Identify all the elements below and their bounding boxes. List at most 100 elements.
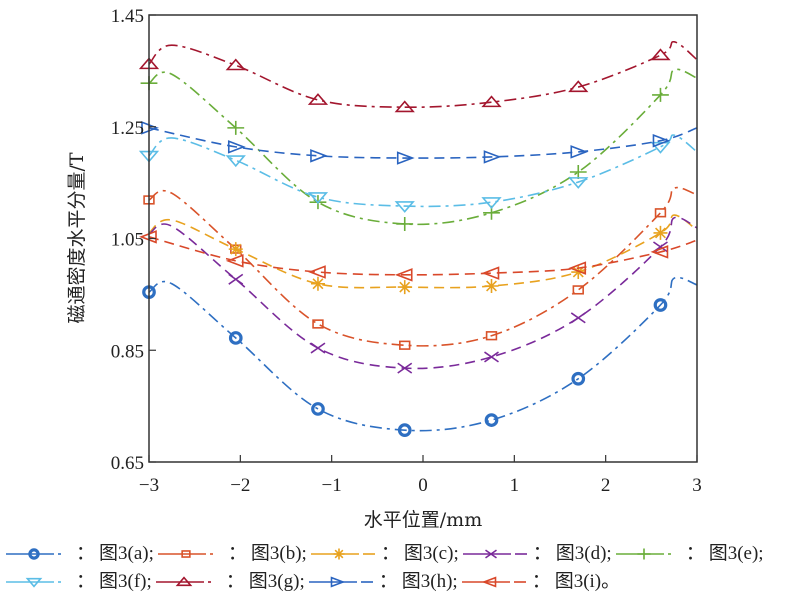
data-point-marker xyxy=(654,208,667,218)
data-point-marker xyxy=(653,225,668,240)
data-point-marker xyxy=(308,265,326,279)
legend-label: 图3(c); xyxy=(403,543,459,564)
data-point-marker xyxy=(483,150,502,164)
legend-item: ：图3(e); xyxy=(614,540,766,568)
data-point-marker xyxy=(310,276,325,291)
legend-label: 图3(f); xyxy=(99,571,152,592)
y-tick-label: 0.65 xyxy=(111,453,144,474)
data-point-marker xyxy=(225,155,246,168)
data-point-marker xyxy=(568,177,589,189)
plot-frame xyxy=(148,14,698,463)
legend-item: ：图3(f); xyxy=(4,568,154,596)
data-point-marker xyxy=(399,340,411,350)
data-point-marker xyxy=(396,151,415,165)
data-point-marker xyxy=(568,261,587,275)
series-图3(e) xyxy=(140,68,698,231)
legend-separator: ： xyxy=(76,571,96,592)
legend-label: 图3(d); xyxy=(555,543,612,564)
series-图3(c) xyxy=(148,214,698,295)
legend-label: 图3(g); xyxy=(248,571,305,592)
data-point-marker xyxy=(225,58,246,71)
data-point-marker xyxy=(481,197,502,210)
data-point-marker xyxy=(310,149,328,163)
x-tick-label: 1 xyxy=(510,475,520,496)
data-point-marker xyxy=(397,280,412,295)
legend-label: 图3(b); xyxy=(250,543,307,564)
x-tick-label: 2 xyxy=(601,475,611,496)
legend-marker xyxy=(175,576,193,587)
data-point-marker xyxy=(484,278,499,293)
data-point-marker xyxy=(484,413,499,427)
data-point-marker xyxy=(225,254,244,268)
data-point-marker xyxy=(307,192,329,204)
legend-item: ：图3(i)。 xyxy=(460,568,622,596)
legend-swatch xyxy=(462,549,527,559)
data-point-marker xyxy=(650,141,671,154)
data-point-marker xyxy=(572,285,584,295)
data-point-marker xyxy=(397,423,412,438)
legend-item: ：图3(b); xyxy=(156,540,309,568)
legend-marker xyxy=(28,548,40,560)
legend-separator: ： xyxy=(531,571,551,592)
series-图3(b) xyxy=(143,186,698,350)
data-point-marker xyxy=(569,165,587,180)
data-point-marker xyxy=(228,242,243,257)
series-图3(h) xyxy=(141,121,698,165)
data-point-marker xyxy=(227,120,245,135)
legend-marker xyxy=(25,577,43,588)
data-point-marker xyxy=(312,319,324,329)
legend-marker xyxy=(481,576,496,588)
y-tick-label: 1.25 xyxy=(111,118,144,139)
x-axis-label: 水平位置/mm xyxy=(364,509,482,531)
legend-separator: ： xyxy=(378,571,398,592)
legend-item: ：图3(a); xyxy=(4,540,156,568)
data-point-marker xyxy=(568,80,589,93)
legend: ：图3(a);：图3(b);：图3(c);：图3(d);：图3(e);：图3(f… xyxy=(4,540,800,596)
data-point-marker xyxy=(652,133,671,148)
x-tick-label: −3 xyxy=(139,475,159,496)
legend-swatch xyxy=(308,576,373,588)
series-line xyxy=(148,127,698,159)
data-point-marker xyxy=(652,87,669,102)
data-point-marker xyxy=(570,312,586,324)
data-point-marker xyxy=(650,245,669,259)
y-axis: 0.65 0.85 1.05 1.25 1.45 xyxy=(111,6,156,474)
data-point-marker xyxy=(481,95,502,108)
legend-row: ：图3(a);：图3(b);：图3(c);：图3(d);：图3(e); xyxy=(4,540,800,568)
legend-swatch xyxy=(615,548,671,560)
y-tick-label: 1.05 xyxy=(111,230,144,251)
data-point-marker xyxy=(570,145,589,159)
series-line xyxy=(148,186,698,347)
series-图3(d) xyxy=(148,216,698,374)
data-point-marker xyxy=(484,351,499,363)
legend-swatch xyxy=(461,576,526,588)
legend-separator: ： xyxy=(225,571,245,592)
data-point-marker xyxy=(394,201,415,213)
legend-label: 图3(i)。 xyxy=(554,571,621,592)
legend-item: ：图3(h); xyxy=(307,568,460,596)
data-point-marker xyxy=(311,402,325,416)
series-图3(a) xyxy=(142,276,698,438)
series-图3(g) xyxy=(138,41,698,113)
legend-item: ：图3(g); xyxy=(154,568,307,596)
data-point-marker xyxy=(394,268,413,282)
x-tick-label: 3 xyxy=(692,475,702,496)
legend-label: 图3(h); xyxy=(401,571,458,592)
legend-separator: ： xyxy=(685,543,705,564)
series-line xyxy=(148,41,698,109)
legend-separator: ： xyxy=(380,543,400,564)
legend-swatch xyxy=(6,577,61,588)
series-line xyxy=(148,236,698,276)
legend-swatch xyxy=(310,548,375,560)
data-point-marker xyxy=(397,362,413,374)
data-point-marker xyxy=(485,331,498,341)
y-axis-label: 磁通密度水平分量/T xyxy=(66,152,88,323)
x-tick-label: −1 xyxy=(322,475,342,496)
series-layer xyxy=(138,41,698,438)
legend-separator: ： xyxy=(76,543,96,564)
series-line xyxy=(148,216,698,370)
legend-label: 图3(a); xyxy=(99,543,154,564)
data-point-marker xyxy=(571,265,586,280)
series-line xyxy=(148,214,698,289)
legend-label: 图3(e); xyxy=(708,543,764,564)
